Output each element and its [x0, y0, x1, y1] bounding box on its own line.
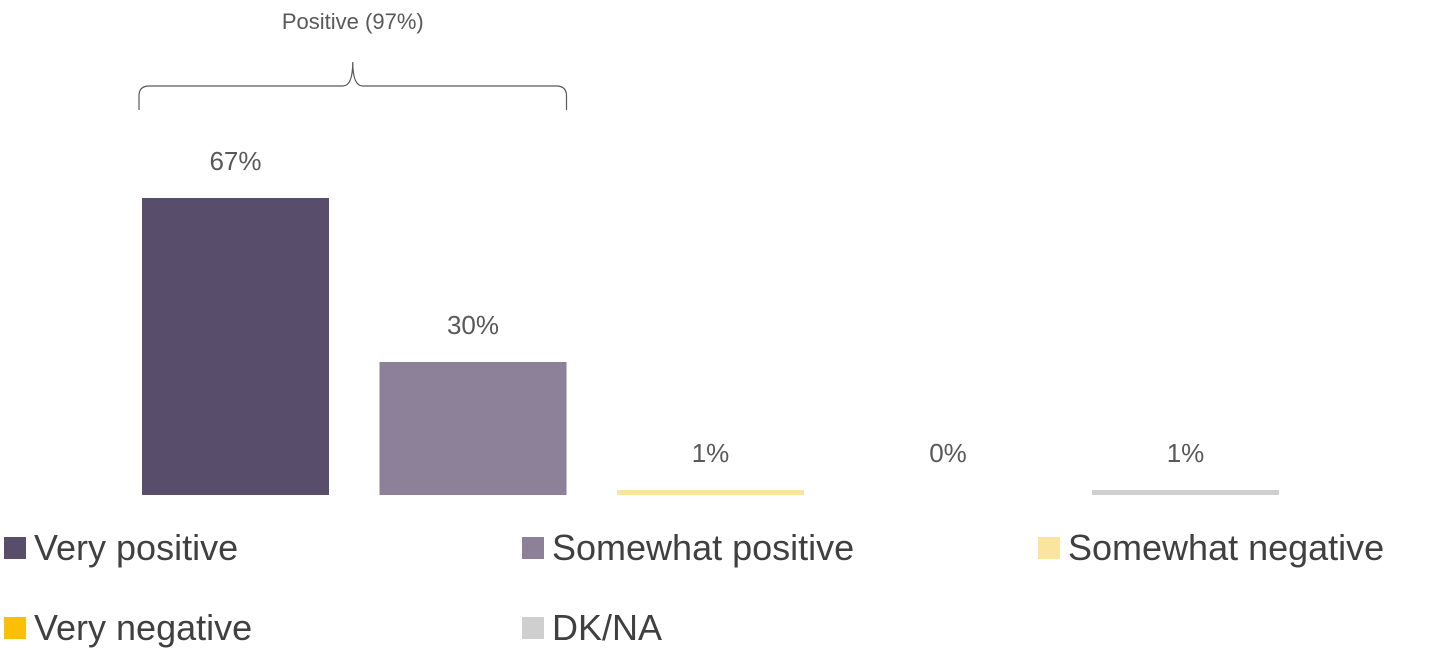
legend-item-somewhat-negative: Somewhat negative	[1038, 526, 1384, 570]
legend-item-very-negative: Very negative	[4, 606, 252, 650]
legend-item-very-positive: Very positive	[4, 526, 238, 570]
legend-swatch-somewhat-positive	[522, 537, 544, 559]
bar-somewhat-positive	[379, 362, 567, 495]
bar-dk-na	[1092, 490, 1279, 495]
data-label-somewhat-positive: 30%	[447, 310, 499, 340]
data-label-very-negative: 0%	[929, 438, 967, 468]
data-labels: 67% 30% 1% 0% 1%	[209, 146, 1204, 468]
legend-item-somewhat-positive: Somewhat positive	[522, 526, 854, 570]
legend-label-very-negative: Very negative	[34, 607, 253, 648]
legend-swatch-somewhat-negative	[1038, 537, 1060, 559]
data-label-somewhat-negative: 1%	[692, 438, 730, 468]
legend-swatch-very-positive	[4, 537, 26, 559]
legend-item-dk-na: DK/NA	[522, 606, 662, 650]
legend-label-very-positive: Very positive	[34, 527, 239, 568]
bar-very-positive	[142, 198, 329, 495]
legend-swatch-very-negative	[4, 617, 26, 639]
legend-label-somewhat-negative: Somewhat negative	[1068, 527, 1385, 568]
bars	[142, 198, 1279, 495]
legend-label-dk-na: DK/NA	[552, 607, 663, 648]
bracket-label: Positive (97%)	[282, 9, 424, 34]
legend-label-somewhat-positive: Somewhat positive	[552, 527, 855, 568]
data-label-very-positive: 67%	[209, 146, 261, 176]
data-label-dk-na: 1%	[1167, 438, 1205, 468]
legend-swatch-dk-na	[522, 617, 544, 639]
bar-somewhat-negative	[617, 490, 804, 495]
bracket-line	[138, 61, 568, 110]
positive-bracket: Positive (97%)	[138, 9, 568, 110]
